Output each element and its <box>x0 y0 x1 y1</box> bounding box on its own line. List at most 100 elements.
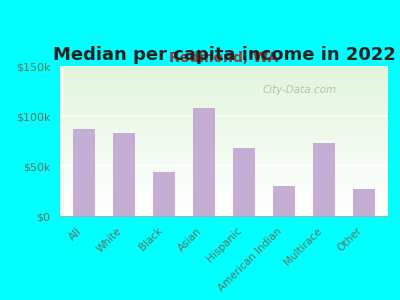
Bar <box>64 122 400 123</box>
Bar <box>64 164 400 165</box>
Bar <box>64 195 400 196</box>
Bar <box>64 72 400 73</box>
Bar <box>64 117 400 118</box>
Bar <box>64 157 400 158</box>
Bar <box>64 140 400 141</box>
Text: City-Data.com: City-Data.com <box>262 85 336 95</box>
Bar <box>64 182 400 183</box>
Bar <box>64 153 400 154</box>
Bar <box>64 215 400 216</box>
Bar <box>73 129 95 216</box>
Bar <box>64 145 400 146</box>
Bar <box>64 133 400 134</box>
Bar <box>64 89 400 90</box>
Bar <box>64 105 400 106</box>
Bar <box>64 91 400 92</box>
Bar <box>64 199 400 200</box>
Bar <box>64 115 400 116</box>
Bar <box>64 130 400 131</box>
Bar <box>64 160 400 161</box>
Bar <box>64 123 400 124</box>
Bar <box>64 165 400 166</box>
Bar <box>64 152 400 153</box>
Bar <box>64 96 400 97</box>
Bar <box>64 178 400 179</box>
Bar <box>64 112 400 113</box>
Bar <box>64 106 400 107</box>
Bar <box>64 187 400 188</box>
Bar <box>64 99 400 100</box>
Bar <box>64 136 400 137</box>
Bar <box>64 80 400 81</box>
Bar <box>64 119 400 120</box>
Bar <box>64 100 400 101</box>
Title: Median per capita income in 2022: Median per capita income in 2022 <box>52 46 396 64</box>
Bar <box>64 170 400 171</box>
Bar <box>64 203 400 204</box>
Bar <box>64 197 400 198</box>
Bar <box>193 108 215 216</box>
Bar <box>64 82 400 83</box>
Bar <box>64 204 400 205</box>
Bar <box>64 93 400 94</box>
Bar <box>64 85 400 86</box>
Bar <box>64 202 400 203</box>
Bar <box>64 163 400 164</box>
Bar <box>64 191 400 192</box>
Bar <box>64 211 400 212</box>
Bar <box>64 83 400 84</box>
Bar <box>64 200 400 201</box>
Bar <box>64 151 400 152</box>
Bar <box>64 156 400 157</box>
Bar <box>64 71 400 72</box>
Bar <box>64 176 400 177</box>
Bar <box>64 108 400 109</box>
Bar <box>64 144 400 145</box>
Bar <box>64 75 400 76</box>
Bar <box>64 98 400 99</box>
Bar <box>64 167 400 168</box>
Bar <box>64 158 400 159</box>
Bar <box>64 139 400 140</box>
Bar <box>64 104 400 105</box>
Bar <box>64 180 400 181</box>
Bar <box>64 142 400 143</box>
Bar <box>64 120 400 121</box>
Bar <box>64 92 400 93</box>
Bar <box>64 124 400 125</box>
Bar <box>64 174 400 175</box>
Bar <box>64 110 400 111</box>
Bar <box>64 118 400 119</box>
Bar <box>64 202 400 203</box>
Bar <box>64 94 400 95</box>
Bar <box>64 132 400 133</box>
Text: Redmond, WA: Redmond, WA <box>169 50 279 64</box>
Bar <box>64 183 400 184</box>
Bar <box>64 146 400 147</box>
Bar <box>64 201 400 202</box>
Bar <box>64 109 400 110</box>
Bar <box>64 159 400 160</box>
Bar <box>64 100 400 101</box>
Bar <box>64 131 400 132</box>
Bar <box>64 97 400 98</box>
Bar <box>64 134 400 135</box>
Bar <box>64 66 400 67</box>
Bar <box>64 68 400 69</box>
Bar <box>64 70 400 71</box>
Bar <box>153 172 175 216</box>
Bar <box>64 175 400 176</box>
Bar <box>273 186 295 216</box>
Bar <box>64 166 400 167</box>
Bar <box>64 192 400 193</box>
Bar <box>64 196 400 197</box>
Bar <box>64 161 400 162</box>
Bar <box>64 137 400 138</box>
Bar <box>64 102 400 103</box>
Bar <box>64 210 400 211</box>
Bar <box>64 214 400 215</box>
Bar <box>64 207 400 208</box>
Bar <box>313 143 335 216</box>
Bar <box>64 209 400 210</box>
Bar <box>64 173 400 174</box>
